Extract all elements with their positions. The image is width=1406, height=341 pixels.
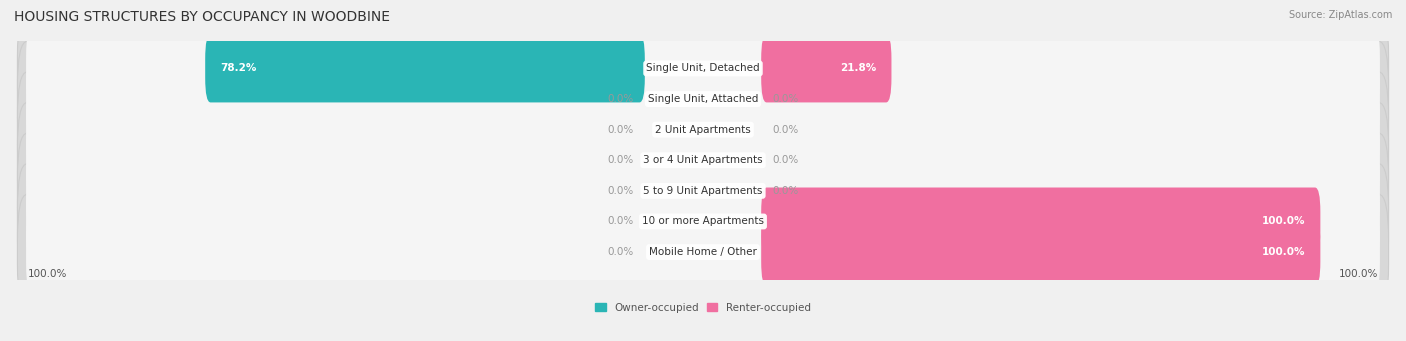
Text: 0.0%: 0.0%: [607, 155, 634, 165]
FancyBboxPatch shape: [205, 34, 645, 102]
Text: 3 or 4 Unit Apartments: 3 or 4 Unit Apartments: [643, 155, 763, 165]
Text: 0.0%: 0.0%: [607, 247, 634, 257]
Text: 0.0%: 0.0%: [607, 94, 634, 104]
Text: 10 or more Apartments: 10 or more Apartments: [643, 217, 763, 226]
FancyBboxPatch shape: [17, 102, 1389, 218]
Text: 100.0%: 100.0%: [1339, 269, 1378, 279]
Text: 5 to 9 Unit Apartments: 5 to 9 Unit Apartments: [644, 186, 762, 196]
Text: 100.0%: 100.0%: [28, 269, 67, 279]
Legend: Owner-occupied, Renter-occupied: Owner-occupied, Renter-occupied: [595, 302, 811, 313]
Text: HOUSING STRUCTURES BY OCCUPANCY IN WOODBINE: HOUSING STRUCTURES BY OCCUPANCY IN WOODB…: [14, 10, 389, 24]
FancyBboxPatch shape: [27, 174, 1379, 269]
FancyBboxPatch shape: [27, 21, 1379, 116]
Text: 78.2%: 78.2%: [221, 63, 257, 73]
Text: 100.0%: 100.0%: [1261, 217, 1305, 226]
Text: 0.0%: 0.0%: [772, 125, 799, 135]
Text: 0.0%: 0.0%: [607, 125, 634, 135]
Text: 0.0%: 0.0%: [772, 94, 799, 104]
FancyBboxPatch shape: [27, 82, 1379, 177]
FancyBboxPatch shape: [17, 11, 1389, 126]
FancyBboxPatch shape: [17, 41, 1389, 157]
Text: 0.0%: 0.0%: [772, 186, 799, 196]
FancyBboxPatch shape: [27, 51, 1379, 147]
Text: 0.0%: 0.0%: [772, 155, 799, 165]
Text: Mobile Home / Other: Mobile Home / Other: [650, 247, 756, 257]
Text: 100.0%: 100.0%: [1261, 247, 1305, 257]
Text: 0.0%: 0.0%: [607, 186, 634, 196]
FancyBboxPatch shape: [761, 188, 1320, 255]
FancyBboxPatch shape: [761, 218, 1320, 286]
Text: Source: ZipAtlas.com: Source: ZipAtlas.com: [1288, 10, 1392, 20]
FancyBboxPatch shape: [27, 113, 1379, 208]
Text: Single Unit, Detached: Single Unit, Detached: [647, 63, 759, 73]
Text: Single Unit, Attached: Single Unit, Attached: [648, 94, 758, 104]
FancyBboxPatch shape: [17, 194, 1389, 310]
FancyBboxPatch shape: [17, 164, 1389, 279]
FancyBboxPatch shape: [17, 72, 1389, 188]
Text: 2 Unit Apartments: 2 Unit Apartments: [655, 125, 751, 135]
FancyBboxPatch shape: [761, 34, 891, 102]
FancyBboxPatch shape: [27, 204, 1379, 300]
Text: 0.0%: 0.0%: [607, 217, 634, 226]
FancyBboxPatch shape: [17, 133, 1389, 249]
FancyBboxPatch shape: [27, 143, 1379, 239]
Text: 21.8%: 21.8%: [839, 63, 876, 73]
